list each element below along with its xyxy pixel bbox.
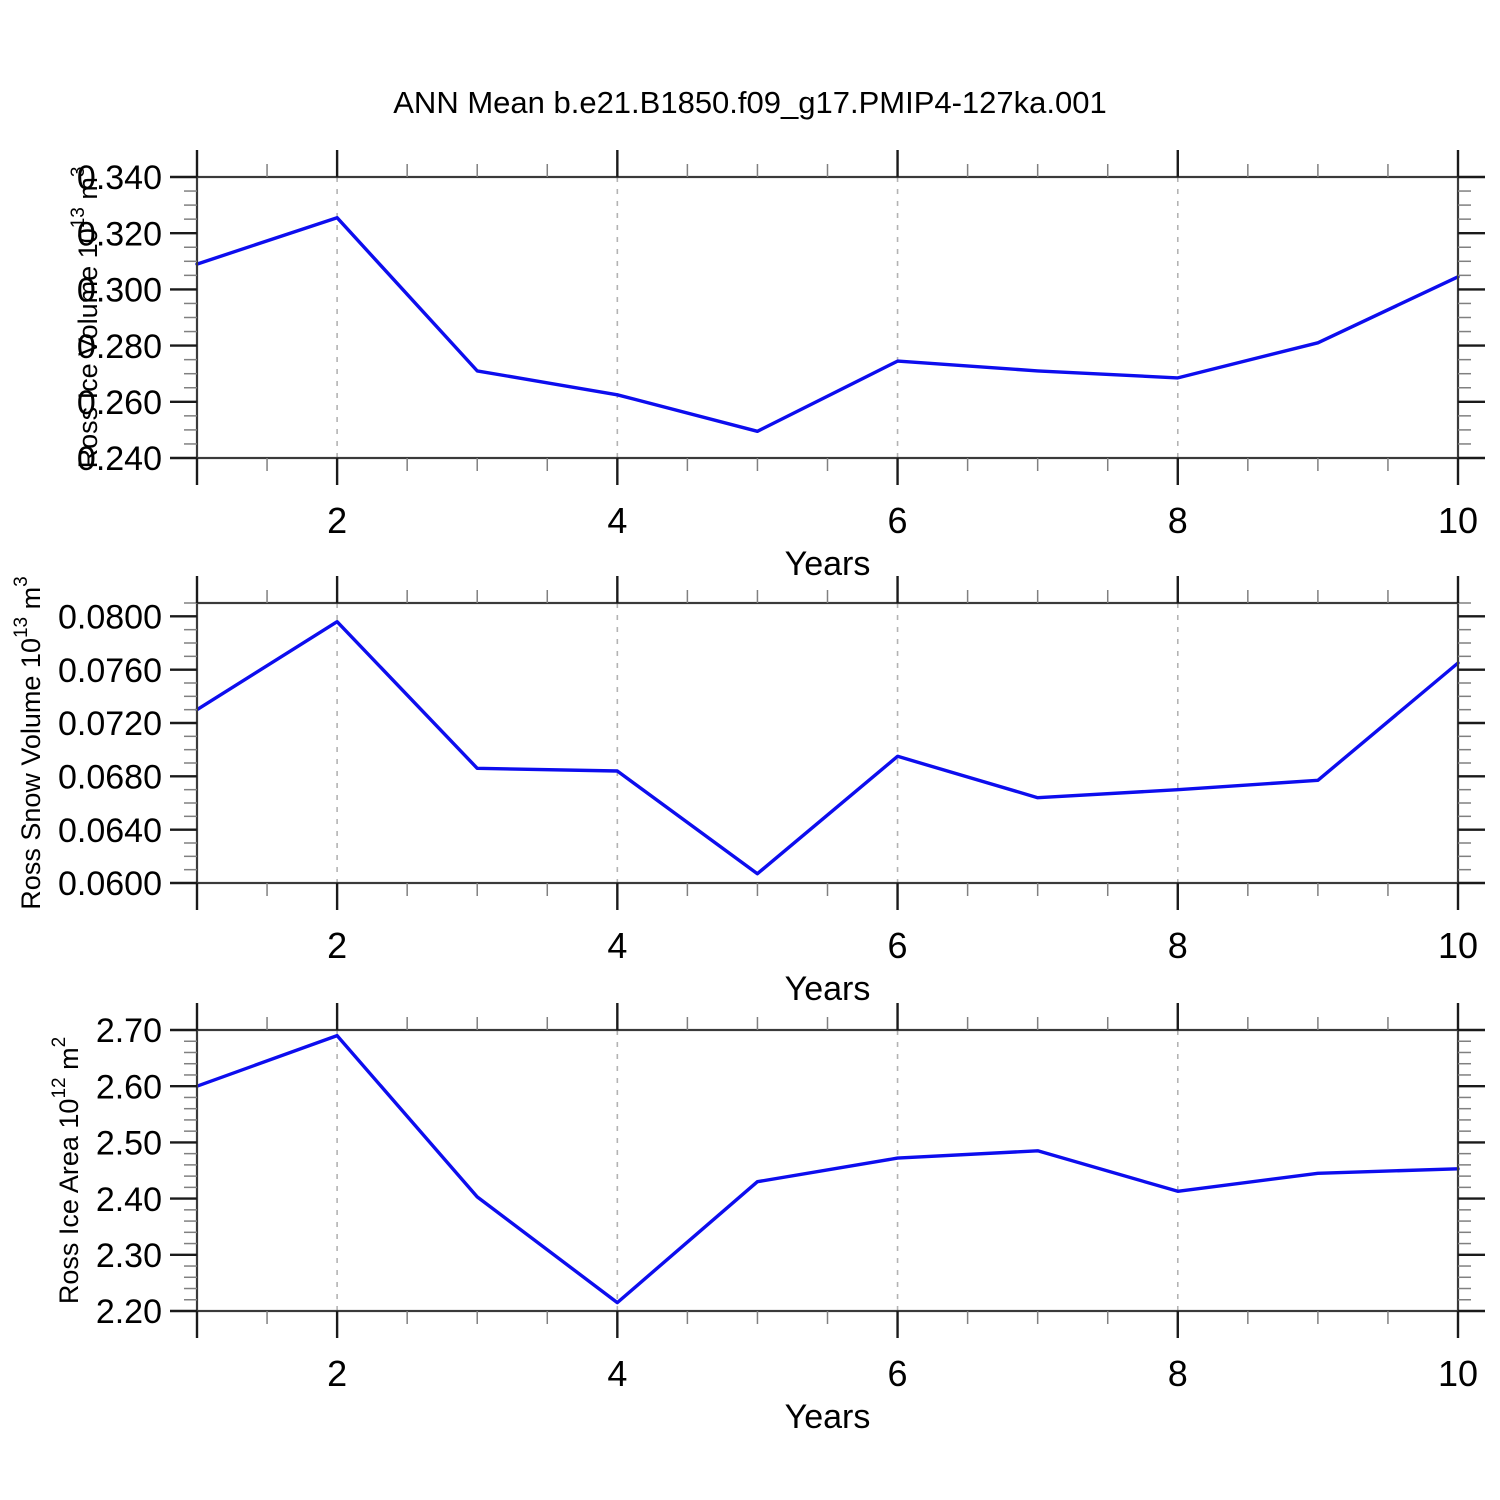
y-tick-label: 0.0640	[58, 812, 162, 850]
x-axis-title: Years	[785, 1398, 871, 1436]
chart-ross-snow-volume: 0.0600 0.0640 0.0680 0.0720 0.0760 0.0800 2 4 6 8…	[11, 576, 1485, 1008]
figure-title: ANN Mean b.e21.B1850.f09_g17.PMIP4-127ka…	[393, 85, 1106, 120]
x-tick-label: 2	[327, 500, 347, 541]
y-tick-label: 0.0800	[58, 599, 162, 637]
data-line	[195, 1033, 1460, 1305]
y-tick-label: 0.0760	[58, 652, 162, 690]
y-tick-label: 2.40	[96, 1181, 162, 1219]
x-tick-label: 8	[1168, 500, 1188, 541]
x-tick-label: 10	[1438, 1353, 1478, 1394]
y-tick-label: 2.20	[96, 1293, 162, 1331]
y-tick-label: 0.280	[77, 328, 162, 366]
x-tick-label: 4	[607, 1353, 627, 1394]
y-tick-label: 0.0720	[58, 705, 162, 743]
y-tick-label: 0.260	[77, 384, 162, 422]
x-tick-label: 6	[888, 1353, 908, 1394]
y-tick-label: 2.70	[96, 1012, 162, 1050]
y-tick-label: 0.0680	[58, 759, 162, 797]
x-tick-label: 2	[327, 1353, 347, 1394]
y-tick-label: 2.60	[96, 1068, 162, 1106]
x-tick-label: 10	[1438, 500, 1478, 541]
chart-ross-ice-area: 2.20 2.30 2.40 2.50 2.60 2.70 2 4 6 8 10 Years Ross …	[49, 1003, 1485, 1436]
y-tick-label: 0.300	[77, 272, 162, 310]
x-tick-label: 4	[607, 500, 627, 541]
y-tick-label: 2.50	[96, 1125, 162, 1163]
y-tick-label: 0.0600	[58, 865, 162, 903]
y-tick-label: 0.340	[77, 159, 162, 197]
y-tick-label: 0.320	[77, 215, 162, 253]
plot-border	[195, 601, 1460, 885]
x-tick-label: 6	[888, 925, 908, 966]
x-axis-title: Years	[785, 970, 871, 1008]
x-tick-label: 4	[607, 925, 627, 966]
x-tick-label: 6	[888, 500, 908, 541]
x-tick-label: 2	[327, 925, 347, 966]
x-tick-label: 8	[1168, 1353, 1188, 1394]
x-tick-label: 8	[1168, 925, 1188, 966]
y-axis-title: Ross Ice Area 1012 m2	[49, 1037, 84, 1304]
y-axis-title: Ross Ice Volume 1013 m3	[68, 167, 103, 469]
data-line	[195, 215, 1460, 433]
x-tick-label: 10	[1438, 925, 1478, 966]
y-tick-label: 2.30	[96, 1237, 162, 1275]
chart-ross-ice-volume: 0.240 0.260 0.280 0.300 0.320 0.340 2 4 6 8 10 Year…	[68, 150, 1485, 583]
y-axis-title: Ross Snow Volume 1013 m3	[11, 576, 46, 909]
y-tick-label: 0.240	[77, 440, 162, 478]
data-line	[195, 620, 1460, 876]
plot-border	[195, 175, 1460, 460]
x-axis-title: Years	[785, 545, 871, 583]
